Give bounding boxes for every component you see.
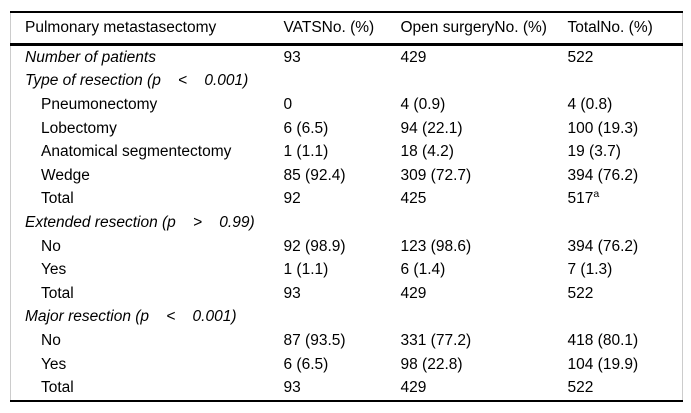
cell-total (568, 70, 683, 94)
cell-vats: 1 (1.1) (283, 143, 329, 161)
table-row: Total 93 429 522 (11, 376, 683, 401)
row-label: No (41, 237, 61, 255)
cell-open-surgery: 429 (400, 379, 427, 397)
cell-vats: 1 (1.1) (283, 261, 329, 279)
cell-vats: 93 (283, 379, 301, 397)
cell-vats: 6 (6.5) (283, 355, 329, 373)
cell-vats: 87 (93.5) (283, 331, 346, 349)
cell-open-surgery (401, 211, 568, 235)
row-label: Yes (41, 355, 67, 373)
cell-total: 4 (0.8) (567, 95, 613, 113)
column-header-open-surgery: Open surgeryNo. (%) (400, 12, 568, 46)
table-row: No 87 (93.5) 331 (77.2) 418 (80.1) (11, 329, 683, 353)
cell-vats (284, 211, 401, 235)
header-row: Pulmonary metastasectomy VATSNo. (%) Ope… (10, 12, 683, 46)
row-label: Number of patients (25, 48, 156, 66)
row-label: Extended resection (p > 0.99) (25, 213, 255, 231)
cell-vats (284, 70, 401, 94)
cell-open-surgery: 425 (400, 190, 427, 208)
table-row: Yes 6 (6.5) 98 (22.8) 104 (19.9) (11, 353, 683, 377)
cell-total: 522 (567, 48, 594, 66)
cell-vats: 92 (283, 190, 301, 208)
cell-total: 19 (3.7) (567, 143, 621, 161)
row-label: Total (41, 190, 74, 208)
row-label: Pneumonectomy (41, 95, 158, 113)
cell-vats: 93 (283, 48, 301, 66)
cell-open-surgery: 4 (0.9) (400, 95, 446, 113)
row-label: Type of resection (p < 0.001) (25, 72, 249, 90)
row-label: Major resection (p < 0.001) (25, 308, 237, 326)
cell-open-surgery: 123 (98.6) (400, 237, 472, 255)
cell-total: 517a (567, 188, 600, 208)
cell-total: 104 (19.9) (567, 355, 639, 373)
cell-open-surgery: 6 (1.4) (400, 261, 446, 279)
row-label: Lobectomy (41, 119, 117, 137)
table-row: Pneumonectomy 0 4 (0.9) 4 (0.8) (11, 93, 683, 117)
cell-open-surgery (401, 70, 568, 94)
pulmonary-metastasectomy-table: Pulmonary metastasectomy VATSNo. (%) Ope… (10, 11, 683, 402)
cell-total: 522 (567, 284, 594, 302)
table-row: Extended resection (p > 0.99) (11, 211, 683, 235)
cell-open-surgery (401, 306, 568, 330)
cell-total: 100 (19.3) (567, 119, 639, 137)
row-label: No (41, 331, 61, 349)
cell-vats: 6 (6.5) (283, 119, 329, 137)
column-header-pulmonary-metastasectomy: Pulmonary metastasectomy (10, 12, 284, 46)
cell-open-surgery: 94 (22.1) (400, 119, 463, 137)
cell-vats: 85 (92.4) (283, 166, 346, 184)
footnote-marker: a (593, 188, 600, 201)
table-row: Total 93 429 522 (11, 282, 683, 306)
cell-total: 418 (80.1) (567, 331, 639, 349)
cell-vats: 92 (98.9) (283, 237, 346, 255)
cell-total: 394 (76.2) (567, 237, 639, 255)
cell-open-surgery: 429 (400, 48, 427, 66)
table-row: Number of patients 93 429 522 (11, 45, 683, 70)
table-row: Wedge 85 (92.4) 309 (72.7) 394 (76.2) (11, 164, 683, 188)
cell-total: 394 (76.2) (567, 166, 639, 184)
cell-total (568, 306, 683, 330)
table-row: No 92 (98.9) 123 (98.6) 394 (76.2) (11, 235, 683, 259)
table-row: Lobectomy 6 (6.5) 94 (22.1) 100 (19.3) (11, 117, 683, 141)
cell-open-surgery: 429 (400, 284, 427, 302)
table-row: Major resection (p < 0.001) (11, 306, 683, 330)
cell-vats: 93 (283, 284, 301, 302)
column-header-total: TotalNo. (%) (567, 12, 683, 46)
table-body: Number of patients 93 429 522 Type of resect… (11, 45, 683, 401)
table-row: Type of resection (p < 0.001) (11, 70, 683, 94)
row-label: Anatomical segmentectomy (41, 143, 232, 161)
row-label: Total (41, 284, 74, 302)
table-row: Anatomical segmentectomy 1 (1.1) 18 (4.2) 1… (11, 140, 683, 164)
cell-open-surgery: 18 (4.2) (400, 143, 454, 161)
cell-vats: 0 (283, 95, 293, 113)
cell-total: 7 (1.3) (567, 261, 613, 279)
cell-open-surgery: 309 (72.7) (400, 166, 472, 184)
cell-vats (284, 306, 401, 330)
table-row: Total 92 425 517a (11, 188, 683, 212)
cell-open-surgery: 98 (22.8) (400, 355, 463, 373)
cell-total: 522 (567, 379, 594, 397)
row-label: Yes (41, 261, 67, 279)
cell-total (568, 211, 683, 235)
row-label: Total (41, 379, 74, 397)
row-label: Wedge (41, 166, 90, 184)
column-header-vats: VATSNo. (%) (283, 12, 401, 46)
table-row: Yes 1 (1.1) 6 (1.4) 7 (1.3) (11, 258, 683, 282)
cell-open-surgery: 331 (77.2) (400, 331, 472, 349)
